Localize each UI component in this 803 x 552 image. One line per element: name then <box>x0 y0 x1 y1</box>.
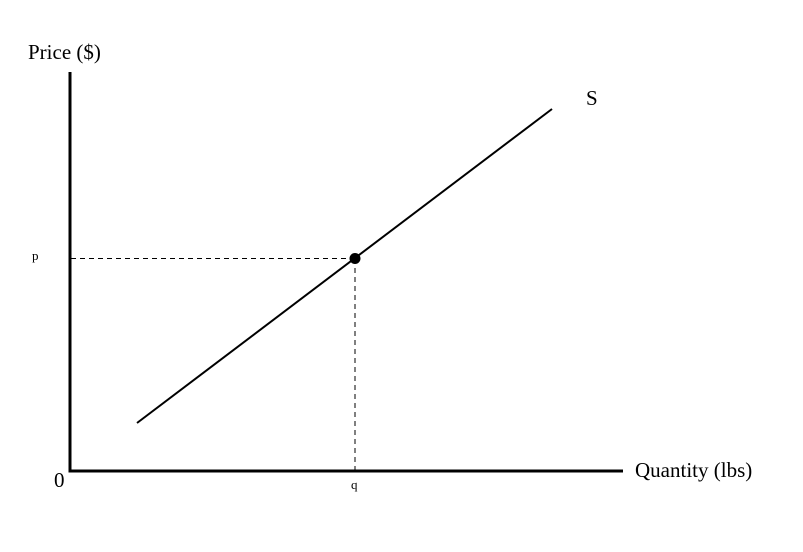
x-axis-label: Quantity (lbs) <box>635 458 752 482</box>
supply-curve <box>136 108 553 424</box>
y-axis-label: Price ($) <box>28 40 101 64</box>
quantity-label: q <box>351 477 358 492</box>
origin-label: 0 <box>54 468 65 492</box>
supply-label: S <box>586 86 598 110</box>
price-label: p <box>32 248 39 263</box>
supply-point <box>349 253 361 264</box>
